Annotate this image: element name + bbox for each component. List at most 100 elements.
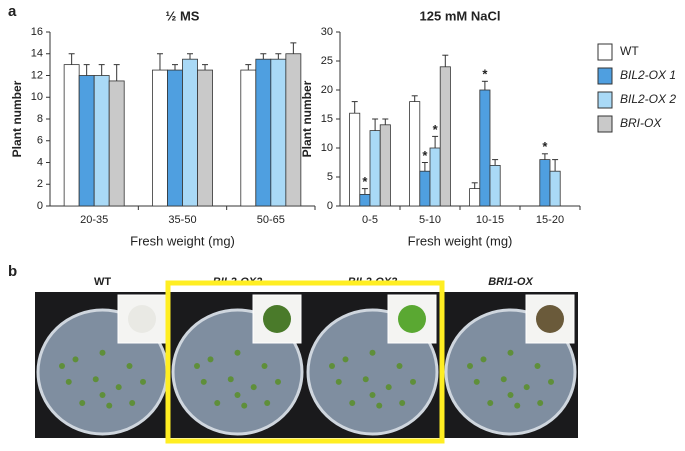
bar xyxy=(349,112,361,207)
seedling xyxy=(261,363,268,369)
legend-label: BRI-OX xyxy=(620,116,662,130)
y-tick-label: 16 xyxy=(31,26,43,38)
legend-label: BIL2-OX 2 xyxy=(620,92,676,106)
x-axis-title: Fresh weight (mg) xyxy=(408,233,513,248)
seedling xyxy=(65,378,72,385)
bar xyxy=(197,69,213,207)
seedling xyxy=(410,378,416,385)
bar xyxy=(152,69,168,207)
x-tick-label: 35-50 xyxy=(168,214,196,226)
error-bar xyxy=(492,159,499,166)
error-bar xyxy=(202,64,209,71)
seedling xyxy=(214,399,221,406)
seedling xyxy=(362,376,369,383)
y-tick-label: 8 xyxy=(37,113,43,125)
bar xyxy=(285,53,302,207)
y-tick-label: 0 xyxy=(37,200,43,212)
bar xyxy=(379,124,391,207)
bar xyxy=(78,75,95,207)
seedling xyxy=(369,392,376,399)
significance-mark: * xyxy=(433,122,439,137)
error-bar xyxy=(552,159,559,172)
seedling xyxy=(467,363,473,369)
inset-seedling xyxy=(128,305,156,333)
highlight-box xyxy=(165,280,445,444)
legend-swatch xyxy=(597,43,613,61)
seedling xyxy=(200,378,207,385)
photo-label: WT xyxy=(94,276,111,288)
error-bar xyxy=(361,188,368,195)
panel-label: a xyxy=(8,3,17,20)
error-bar xyxy=(432,135,439,148)
error-bar xyxy=(442,54,449,67)
seedling xyxy=(480,356,487,363)
error-bar xyxy=(260,53,267,60)
x-tick-label: 20-35 xyxy=(80,214,108,226)
seedling xyxy=(487,399,494,406)
y-tick-label: 25 xyxy=(321,55,333,67)
seedling xyxy=(234,349,241,356)
inset-seedling xyxy=(536,305,564,333)
bar xyxy=(63,64,80,207)
chart-title: 125 mM NaCl xyxy=(420,8,501,23)
y-axis-title: Plant number xyxy=(10,80,24,157)
y-tick-label: 12 xyxy=(31,69,43,81)
y-tick-label: 4 xyxy=(37,156,43,168)
legend-label: WT xyxy=(620,44,639,58)
bar xyxy=(549,170,561,207)
seedling xyxy=(534,363,541,369)
y-tick-label: 20 xyxy=(321,84,333,96)
bar xyxy=(469,188,481,207)
legend-swatch xyxy=(597,67,613,85)
y-axis-title: Plant number xyxy=(300,80,314,157)
seedling xyxy=(537,399,544,406)
seedling xyxy=(140,378,146,385)
y-tick-label: 2 xyxy=(37,178,43,190)
error-bar xyxy=(171,64,178,71)
x-axis-title: Fresh weight (mg) xyxy=(130,233,235,248)
legend-swatch xyxy=(597,115,613,133)
error-bar xyxy=(113,64,120,81)
bar xyxy=(270,58,287,207)
x-tick-label: 0-5 xyxy=(362,214,378,226)
y-tick-label: 15 xyxy=(321,113,333,125)
x-tick-label: 50-65 xyxy=(257,214,285,226)
significance-mark: * xyxy=(422,148,428,163)
seedling xyxy=(106,402,113,409)
seedling xyxy=(234,392,241,399)
error-bar xyxy=(411,95,418,102)
seedling xyxy=(523,384,530,391)
y-tick-label: 6 xyxy=(37,135,43,147)
significance-mark: * xyxy=(542,139,548,154)
x-tick-label: 5-10 xyxy=(419,214,441,226)
seedling xyxy=(548,378,554,385)
legend-label: BIL2-OX 1 xyxy=(620,68,676,82)
bar xyxy=(369,130,381,207)
inset-seedling xyxy=(263,305,291,333)
bar xyxy=(409,101,421,207)
y-tick-label: 0 xyxy=(327,200,333,212)
x-tick-label: 10-15 xyxy=(476,214,504,226)
bar xyxy=(439,66,451,207)
bar xyxy=(255,58,272,207)
seedling xyxy=(194,363,200,369)
seedling xyxy=(507,392,514,399)
seedling xyxy=(207,356,214,363)
legend-swatch xyxy=(597,91,613,109)
seedling xyxy=(99,349,106,356)
bar xyxy=(489,164,501,207)
seedling xyxy=(349,399,356,406)
error-bar xyxy=(421,162,428,172)
significance-mark: * xyxy=(482,67,488,82)
seedling xyxy=(396,363,403,369)
significance-mark: * xyxy=(362,174,368,189)
seedling xyxy=(376,402,383,409)
seedling xyxy=(115,384,122,391)
panel-label: b xyxy=(8,263,17,280)
error-bar xyxy=(351,101,358,114)
bar xyxy=(419,170,431,207)
chart-title: ½ MS xyxy=(166,8,200,23)
seedling xyxy=(385,384,392,391)
error-bar xyxy=(68,53,75,65)
